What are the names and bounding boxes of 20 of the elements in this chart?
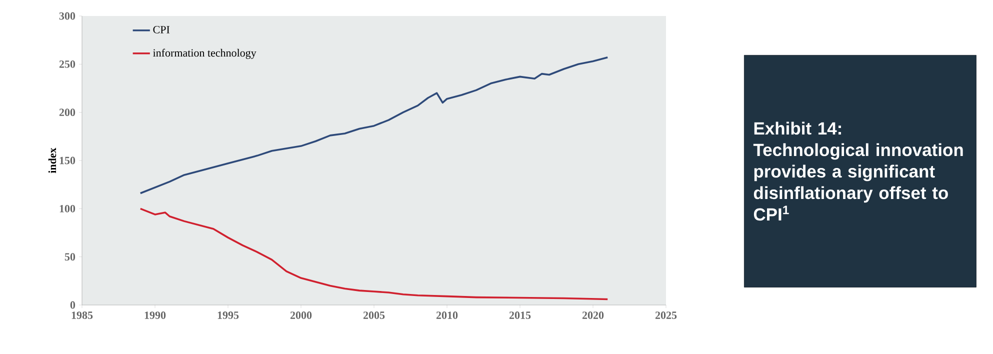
legend-label: CPI [153,26,170,34]
y-tick-label: 200 [59,108,76,116]
x-tick-label: 2015 [509,312,531,319]
x-tick-label: 1985 [72,312,93,319]
y-tick-label: 150 [60,156,76,164]
y-tick-label: 300 [59,12,76,20]
y-tick-label: 250 [59,60,76,68]
y-tick-label: 100 [60,204,76,212]
x-tick-label: 1995 [218,312,239,319]
y-tick-label: 50 [64,253,76,261]
legend-label: information technology [153,48,256,59]
x-tick-label: 2010 [436,312,458,319]
x-tick-label: 2000 [290,312,312,319]
x-tick-label: 2005 [363,312,385,319]
y-tick-label: 0 [70,301,76,309]
y-axis-title: index [48,148,56,174]
x-tick-label: 2020 [582,312,604,319]
text: Exhibit 14: Technological innovation provides a significant disinflationary offset to CPI$^{1}$ [753,122,963,221]
x-tick-label: 1990 [144,312,166,319]
x-tick-label: 2025 [655,312,677,319]
